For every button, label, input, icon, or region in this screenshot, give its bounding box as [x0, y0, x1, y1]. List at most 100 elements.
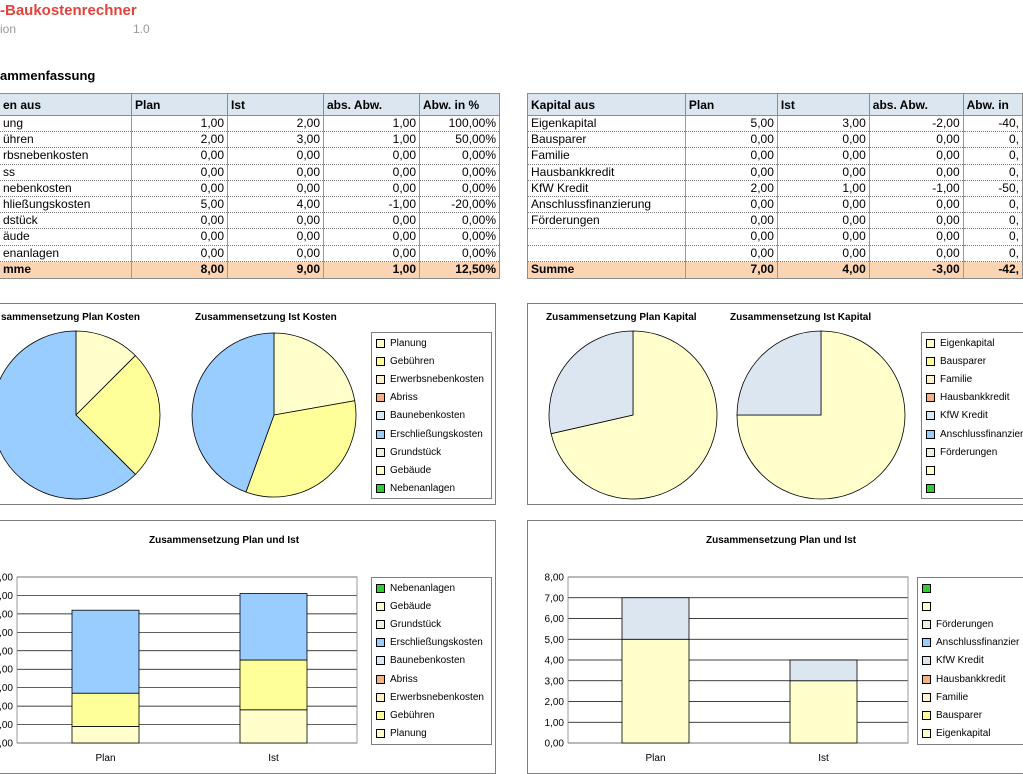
bar-chart-kosten[interactable]: ,00 ,00 ,00 ,00 ,00 ,00 ,00 ,00 ,00 ,00 Plan Ist — [0, 521, 369, 773]
kapital-cell[interactable]: Förderungen — [527, 212, 686, 230]
kapital-cell[interactable]: 0,00 — [868, 131, 964, 149]
kapital-cell[interactable]: 0, — [962, 228, 1023, 246]
bar-segment-plan[interactable] — [71, 725, 140, 744]
kosten-cell[interactable]: 0,00 — [323, 180, 420, 197]
kosten-cell[interactable]: 3,00 — [227, 131, 324, 149]
kosten-cell[interactable]: 2,00 — [227, 115, 324, 133]
kapital-cell[interactable]: 5,00 — [684, 115, 778, 133]
kosten-cell[interactable]: 0,00 — [227, 245, 324, 262]
kosten-cell[interactable]: 1,00 — [323, 115, 420, 133]
kapital-cell[interactable]: Anschlussfinanzierung — [527, 196, 686, 214]
bar-segment-plan[interactable] — [71, 692, 140, 727]
kapital-cell[interactable]: 0,00 — [776, 164, 870, 181]
kapital-cell[interactable]: 0, — [962, 196, 1023, 214]
bar-segment-ist[interactable] — [239, 593, 308, 661]
bar-segment-ist[interactable] — [239, 659, 308, 711]
kosten-cell[interactable]: 1,00 — [131, 115, 228, 133]
kapital-cell[interactable]: 0,00 — [776, 147, 870, 165]
kosten-cell[interactable]: 0,00 — [227, 228, 324, 246]
bar-segment-ist[interactable] — [239, 709, 308, 744]
kapital-cell[interactable] — [527, 245, 686, 262]
kosten-cell[interactable]: 0,00 — [131, 180, 228, 197]
kapital-cell[interactable]: 0,00 — [868, 196, 964, 214]
kapital-cell[interactable]: -2,00 — [868, 115, 964, 133]
kosten-cell[interactable]: 0,00 — [131, 245, 228, 262]
kosten-cell[interactable]: ühren — [0, 131, 132, 149]
pie-chart-ist-kosten[interactable] — [189, 326, 369, 504]
pie-slice-kfw-kredit[interactable] — [548, 330, 634, 435]
pie-chart-plan-kosten[interactable] — [0, 326, 189, 504]
kosten-cell[interactable]: rbsnebenkosten — [0, 147, 132, 165]
kapital-cell[interactable]: 0,00 — [684, 131, 778, 149]
kapital-pie-panel[interactable]: Zusammensetzung Plan Kapital Zusammenset… — [527, 303, 1023, 505]
pie-slice-planung[interactable] — [75, 330, 136, 416]
pie-slice-eigenkapital[interactable] — [550, 330, 718, 500]
kapital-cell[interactable]: 0,00 — [868, 228, 964, 246]
kapital-cell[interactable]: 0, — [962, 212, 1023, 230]
kosten-cell[interactable]: mme — [0, 261, 132, 279]
kosten-cell[interactable]: ung — [0, 115, 132, 133]
kapital-cell[interactable]: -3,00 — [868, 261, 964, 279]
kapital-cell[interactable]: 0, — [962, 131, 1023, 149]
kapital-cell[interactable]: 0,00 — [684, 147, 778, 165]
kosten-cell[interactable]: 0,00 — [323, 164, 420, 181]
kapital-cell[interactable]: 0,00 — [868, 164, 964, 181]
kapital-cell[interactable]: 3,00 — [776, 115, 870, 133]
kosten-cell[interactable]: ss — [0, 164, 132, 181]
kapital-cell[interactable]: 0, — [962, 164, 1023, 181]
kapital-cell[interactable]: 0,00 — [868, 245, 964, 262]
kosten-cell[interactable]: dstück — [0, 212, 132, 230]
kosten-cell[interactable]: 8,00 — [131, 261, 228, 279]
kosten-cell[interactable]: 12,50% — [419, 261, 500, 279]
kapital-cell[interactable]: 2,00 — [684, 180, 778, 197]
pie-slice-planung[interactable] — [273, 332, 356, 416]
kapital-cell[interactable]: 0,00 — [868, 147, 964, 165]
kosten-cell[interactable]: 0,00 — [323, 212, 420, 230]
kapital-cell[interactable]: Familie — [527, 147, 686, 165]
kapital-cell[interactable]: Summe — [527, 261, 686, 279]
kosten-cell[interactable]: 0,00% — [419, 147, 500, 165]
bar-segment-plan[interactable] — [621, 597, 690, 640]
kosten-cell[interactable]: 0,00 — [227, 180, 324, 197]
bar-segment-ist[interactable] — [789, 659, 858, 682]
kosten-cell[interactable]: 4,00 — [227, 196, 324, 214]
kosten-cell[interactable]: 0,00 — [227, 212, 324, 230]
kapital-cell[interactable]: 0,00 — [776, 228, 870, 246]
kosten-cell[interactable]: 0,00 — [323, 147, 420, 165]
kosten-cell[interactable]: 9,00 — [227, 261, 324, 279]
kapital-cell[interactable]: Eigenkapital — [527, 115, 686, 133]
kapital-cell[interactable]: -1,00 — [868, 180, 964, 197]
kosten-cell[interactable]: 0,00% — [419, 180, 500, 197]
kapital-cell[interactable]: -42, — [962, 261, 1023, 279]
kapital-cell[interactable]: 0,00 — [776, 212, 870, 230]
pie-chart-plan-kapital[interactable] — [538, 326, 728, 504]
kosten-cell[interactable]: 0,00 — [131, 228, 228, 246]
kosten-cell[interactable]: 50,00% — [419, 131, 500, 149]
kosten-pie-panel[interactable]: sammensetzung Plan Kosten Zusammensetzun… — [0, 303, 496, 505]
pie-slice-eigenkapital[interactable] — [736, 330, 906, 500]
kapital-cell[interactable]: 0,00 — [776, 196, 870, 214]
kosten-cell[interactable]: 0,00 — [323, 245, 420, 262]
pie-chart-ist-kapital[interactable] — [726, 326, 916, 504]
kosten-bar-panel[interactable]: Zusammensetzung Plan und Ist ,00,00,00,0… — [0, 520, 496, 774]
kapital-cell[interactable]: 0,00 — [684, 228, 778, 246]
kosten-cell[interactable]: 0,00 — [227, 147, 324, 165]
kosten-cell[interactable]: 2,00 — [131, 131, 228, 149]
kapital-cell[interactable]: 0,00 — [684, 245, 778, 262]
kosten-cell[interactable]: 0,00% — [419, 228, 500, 246]
kapital-cell[interactable]: 1,00 — [776, 180, 870, 197]
kapital-cell[interactable]: 0, — [962, 245, 1023, 262]
kosten-cell[interactable]: 0,00% — [419, 164, 500, 181]
kosten-cell[interactable]: 100,00% — [419, 115, 500, 133]
kosten-cell[interactable]: 0,00% — [419, 212, 500, 230]
kosten-cell[interactable]: 1,00 — [323, 261, 420, 279]
kapital-cell[interactable]: 0,00 — [868, 212, 964, 230]
kosten-cell[interactable]: 0,00 — [131, 147, 228, 165]
kapital-cell[interactable]: -50, — [962, 180, 1023, 197]
kapital-cell[interactable]: 0, — [962, 147, 1023, 165]
kosten-cell[interactable]: 1,00 — [323, 131, 420, 149]
kosten-cell[interactable]: enanlagen — [0, 245, 132, 262]
bar-segment-plan[interactable] — [621, 638, 690, 744]
kosten-cell[interactable]: -1,00 — [323, 196, 420, 214]
kosten-cell[interactable]: äude — [0, 228, 132, 246]
